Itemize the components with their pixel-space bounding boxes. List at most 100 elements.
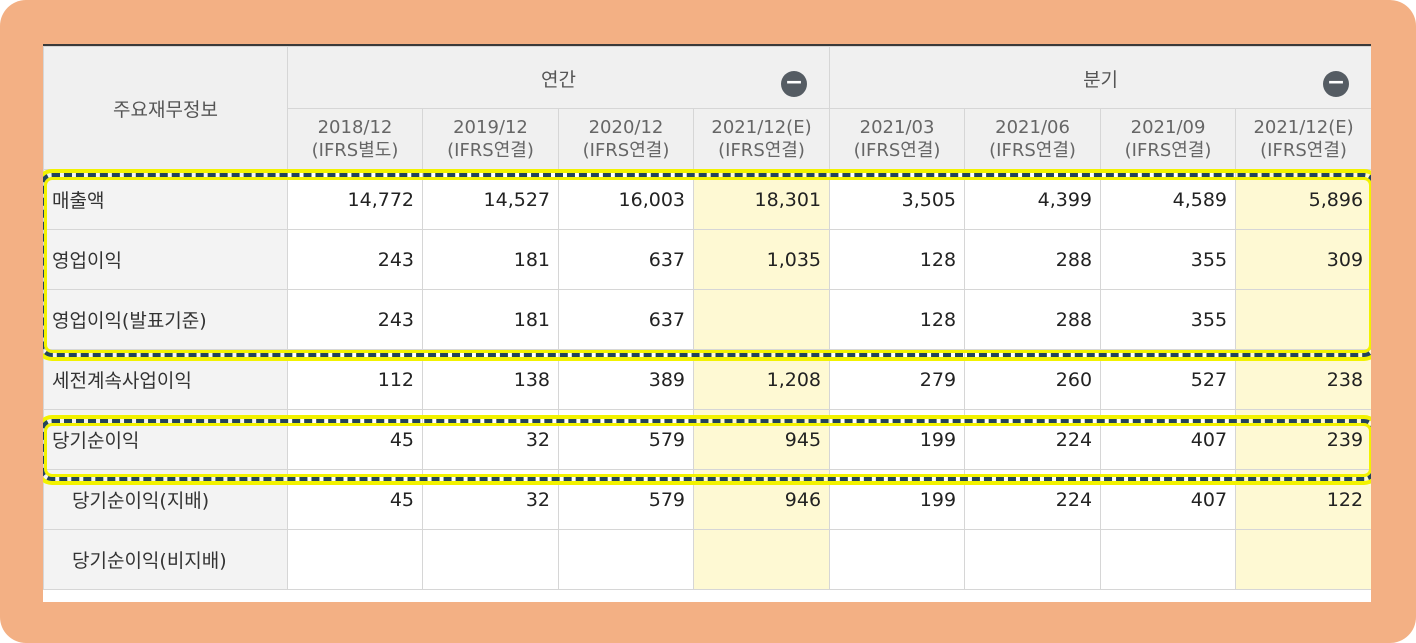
value-cell: 243	[287, 229, 423, 290]
row-label[interactable]: 영업이익(발표기준)	[43, 289, 288, 350]
period-date: 2021/09	[1130, 117, 1206, 138]
value-cell: 260	[964, 349, 1102, 410]
group-label-quarterly: 분기	[1083, 69, 1119, 91]
period-date: 2020/12	[588, 117, 664, 138]
value-cell: 128	[829, 289, 966, 350]
value-cell: 389	[558, 349, 694, 410]
value-cell: 181	[422, 289, 559, 350]
value-cell: 18,301	[692, 169, 831, 230]
period-date: 2021/06	[995, 117, 1070, 138]
value-cell: 238	[1235, 349, 1371, 410]
value-cell: 1,035	[692, 229, 831, 290]
value-cell: 637	[558, 229, 694, 290]
value-cell	[692, 529, 831, 590]
period-basis: (IFRS연결)	[1124, 140, 1212, 161]
value-cell	[287, 529, 423, 590]
value-cell: 32	[422, 409, 559, 470]
value-cell: 945	[692, 409, 831, 470]
value-cell	[692, 289, 831, 350]
period-header: 2021/09 (IFRS연결)	[1100, 108, 1237, 170]
value-cell: 16,003	[558, 169, 694, 230]
value-cell: 309	[1235, 229, 1371, 290]
value-cell: 637	[558, 289, 694, 350]
financial-info-panel: 주요재무정보 연간 − 분기 − 2018/12 (IFRS별도) 2019/12(…	[43, 44, 1371, 602]
value-cell: 243	[287, 289, 423, 350]
value-cell: 4,399	[964, 169, 1102, 230]
value-cell: 355	[1100, 289, 1237, 350]
period-header: 2020/12 (IFRS연결)	[558, 108, 694, 170]
value-cell: 199	[829, 409, 966, 470]
value-cell	[1235, 289, 1371, 350]
period-date: 2018/12	[317, 117, 393, 138]
value-cell: 1,208	[692, 349, 831, 410]
table-row: 당기순이익(지배) 45 32 579 946 199 224 407 122	[43, 469, 1371, 530]
value-cell: 3,505	[829, 169, 966, 230]
value-cell: 45	[287, 409, 423, 470]
value-cell	[829, 529, 966, 590]
value-cell: 138	[422, 349, 559, 410]
value-cell: 45	[287, 469, 423, 530]
row-label[interactable]: 당기순이익(지배)	[43, 469, 288, 530]
value-cell: 112	[287, 349, 423, 410]
value-cell: 288	[964, 289, 1102, 350]
value-cell: 5,896	[1235, 169, 1371, 230]
period-header: 2021/03 (IFRS연결)	[829, 108, 966, 170]
corner-label: 주요재무정보	[113, 98, 218, 121]
row-label[interactable]: 세전계속사업이익	[43, 349, 288, 410]
value-cell: 224	[964, 409, 1102, 470]
value-cell	[1235, 529, 1371, 590]
value-cell: 407	[1100, 469, 1237, 530]
value-cell	[1100, 529, 1237, 590]
financial-summary-table: 주요재무정보 연간 − 분기 − 2018/12 (IFRS별도) 2019/12(…	[43, 46, 1371, 590]
value-cell: 4,589	[1100, 169, 1237, 230]
group-header-annual: 연간 −	[286, 46, 831, 109]
period-header: 2021/12(E) (IFRS연결)	[692, 108, 831, 170]
value-cell: 128	[829, 229, 966, 290]
period-header: 2019/12 (IFRS연결)	[422, 108, 559, 170]
table-row: 당기순이익(비지배)	[43, 529, 1371, 590]
table-row: 영업이익 243 181 637 1,035 128 288 355 309	[43, 229, 1371, 290]
collapse-quarterly-icon[interactable]: −	[1323, 71, 1350, 97]
period-basis: (IFRS연결)	[1260, 140, 1347, 161]
table-row: 당기순이익 45 32 579 945 199 224 407 239	[43, 409, 1371, 470]
value-cell: 527	[1100, 349, 1237, 410]
value-cell: 579	[558, 409, 694, 470]
value-cell: 199	[829, 469, 966, 530]
value-cell: 122	[1235, 469, 1371, 530]
value-cell: 946	[692, 469, 831, 530]
period-date: 2021/12(E)	[1253, 117, 1354, 138]
period-header: 2018/12 (IFRS별도)	[287, 108, 423, 170]
value-cell: 14,772	[287, 169, 423, 230]
row-label[interactable]: 영업이익	[43, 229, 288, 290]
row-label[interactable]: 당기순이익(비지배)	[43, 529, 288, 590]
period-date: 2021/03	[859, 117, 935, 138]
row-label[interactable]: 당기순이익	[43, 409, 288, 470]
period-basis: (IFRS연결)	[582, 140, 670, 161]
row-label[interactable]: 매출액	[43, 169, 288, 230]
value-cell	[964, 529, 1102, 590]
table-row: 영업이익(발표기준) 243 181 637 128 288 355	[43, 289, 1371, 350]
period-basis: (IFRS연결)	[989, 140, 1076, 161]
value-cell: 355	[1100, 229, 1237, 290]
period-basis: (IFRS연결)	[853, 140, 941, 161]
value-cell: 579	[558, 469, 694, 530]
period-date: 2019/12	[453, 117, 528, 138]
value-cell: 14,527	[422, 169, 559, 230]
period-basis: (IFRS연결)	[447, 140, 534, 161]
period-header: 2021/12(E) (IFRS연결)	[1235, 108, 1371, 170]
period-date: 2021/12(E)	[711, 117, 812, 138]
value-cell	[558, 529, 694, 590]
value-cell: 279	[829, 349, 966, 410]
table-row: 매출액 14,772 14,527 16,003 18,301 3,505 4,399 4,5…	[43, 169, 1371, 230]
period-basis: (IFRS별도)	[311, 140, 399, 161]
group-label-annual: 연간	[541, 69, 576, 91]
value-cell: 288	[964, 229, 1102, 290]
period-header: 2021/06 (IFRS연결)	[964, 108, 1102, 170]
value-cell: 224	[964, 469, 1102, 530]
period-basis: (IFRS연결)	[718, 140, 805, 161]
collapse-annual-icon[interactable]: −	[781, 71, 808, 97]
value-cell: 32	[422, 469, 559, 530]
value-cell: 239	[1235, 409, 1371, 470]
group-header-quarterly: 분기 −	[829, 46, 1371, 109]
value-cell	[422, 529, 559, 590]
